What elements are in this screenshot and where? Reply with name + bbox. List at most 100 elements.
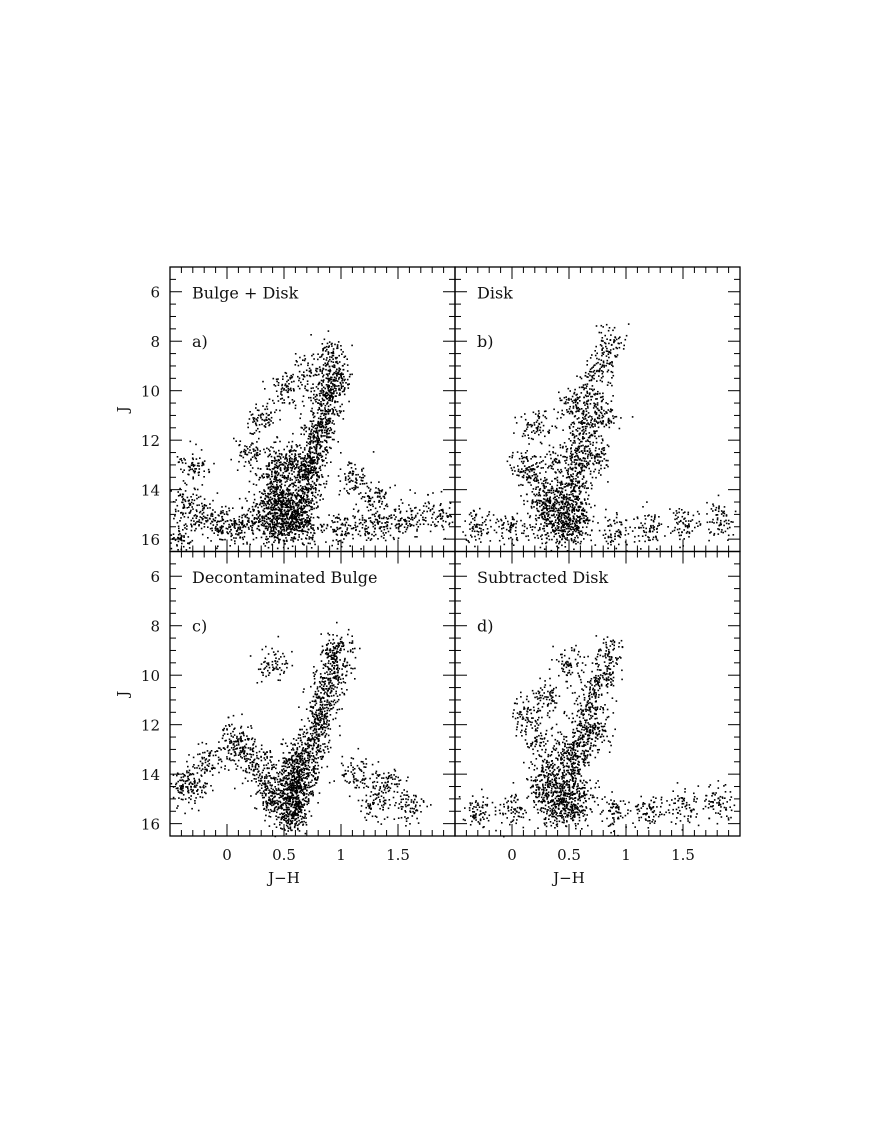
data-point [329, 388, 332, 391]
data-point [305, 477, 307, 479]
data-point [188, 502, 190, 505]
data-point [183, 457, 185, 460]
data-point [253, 432, 256, 434]
data-point [342, 382, 344, 384]
data-point [303, 463, 305, 465]
data-point [591, 395, 594, 398]
data-point [279, 474, 282, 477]
data-point [290, 381, 293, 383]
data-point [255, 521, 257, 523]
data-point [561, 512, 564, 514]
data-point [280, 513, 282, 515]
data-point [302, 378, 304, 381]
data-point [316, 432, 319, 434]
data-point [187, 542, 189, 545]
data-point [297, 453, 300, 456]
data-point [328, 370, 330, 372]
data-point [586, 439, 589, 441]
data-point [613, 422, 615, 424]
data-point [319, 415, 322, 418]
data-point [268, 418, 271, 421]
data-point [297, 385, 300, 388]
data-point [297, 460, 299, 462]
data-point [531, 475, 534, 477]
data-point [291, 503, 294, 505]
data-point [316, 457, 318, 459]
data-point [584, 532, 587, 535]
data-point [403, 519, 405, 521]
data-point [302, 486, 304, 488]
data-point [351, 373, 353, 376]
data-point [275, 524, 278, 527]
data-point [316, 439, 318, 442]
data-point [594, 372, 596, 375]
data-point [188, 466, 191, 468]
data-point [276, 484, 278, 486]
data-point [556, 509, 558, 512]
data-point [293, 380, 295, 383]
data-point [328, 394, 331, 397]
data-point [541, 501, 544, 504]
data-point [283, 402, 286, 404]
data-point [589, 426, 592, 429]
data-point [571, 482, 573, 484]
data-point [551, 538, 553, 541]
data-point [281, 463, 284, 465]
data-point [379, 506, 381, 508]
data-point [586, 457, 589, 459]
data-point [562, 530, 565, 533]
data-point [293, 537, 296, 540]
data-point [238, 523, 240, 526]
data-point [583, 519, 585, 522]
data-point [578, 386, 581, 389]
data-point [546, 499, 548, 501]
data-point [573, 513, 576, 515]
data-point [290, 374, 292, 377]
data-point [333, 430, 336, 433]
data-point [614, 356, 617, 358]
data-point [273, 515, 275, 518]
data-point [270, 508, 273, 511]
data-point [394, 518, 396, 521]
data-point [530, 507, 533, 509]
data-point [589, 357, 592, 359]
data-point [345, 521, 348, 524]
data-point [340, 545, 343, 548]
data-point [329, 368, 331, 371]
data-point [184, 482, 186, 484]
data-point [206, 507, 209, 509]
data-point [559, 529, 561, 532]
data-point [299, 500, 302, 502]
data-point [332, 379, 335, 381]
data-point [275, 464, 278, 467]
data-point [537, 517, 540, 519]
data-point [585, 480, 588, 483]
data-point [593, 369, 596, 372]
data-point [578, 505, 581, 508]
data-point [585, 526, 588, 528]
data-point [587, 436, 590, 439]
data-point [608, 426, 611, 429]
data-point [324, 408, 326, 411]
data-point [528, 466, 531, 468]
data-point [377, 487, 380, 490]
data-point [342, 373, 344, 375]
data-point [563, 496, 566, 499]
data-point [575, 509, 578, 512]
data-point [565, 499, 568, 501]
data-point [282, 494, 284, 497]
data-point [559, 493, 562, 495]
data-point [312, 534, 314, 537]
data-point [248, 462, 251, 464]
data-point [550, 487, 553, 490]
data-point [273, 456, 276, 459]
data-point [269, 468, 271, 471]
data-point [287, 389, 290, 392]
data-point [296, 445, 299, 447]
data-point [252, 509, 255, 512]
data-point [182, 506, 185, 509]
data-point [266, 402, 269, 405]
data-point [185, 528, 188, 530]
data-point [378, 481, 380, 483]
